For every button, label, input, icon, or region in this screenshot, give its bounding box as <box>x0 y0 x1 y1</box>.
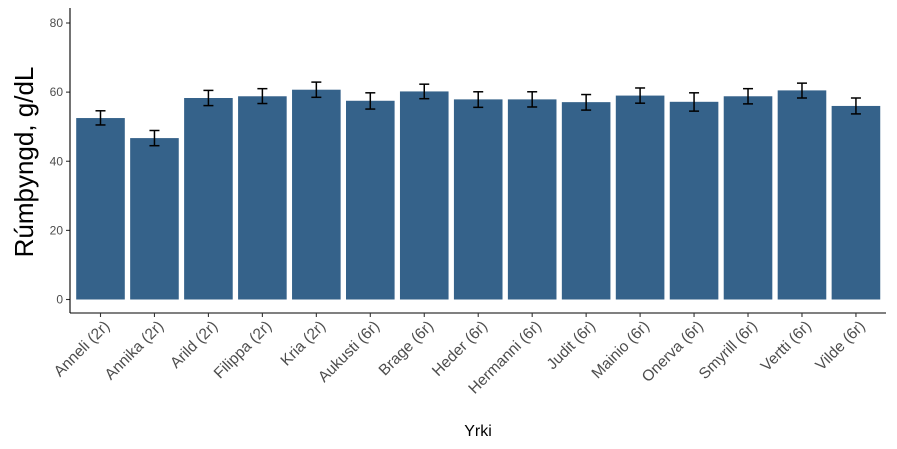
x-tick-label: Vertti (6r) <box>758 318 815 375</box>
bar <box>238 96 287 300</box>
bar <box>292 89 341 300</box>
bar <box>615 95 665 300</box>
error-bar <box>473 91 484 109</box>
x-tick-label: Smyrill (6r) <box>696 318 761 383</box>
y-axis-ticks: 0 20 40 60 80 <box>50 16 70 307</box>
x-tick-label: Filippa (2r) <box>211 318 275 382</box>
error-bar <box>95 110 106 126</box>
bar <box>723 96 773 300</box>
error-bar <box>311 81 322 99</box>
error-bar <box>796 82 807 99</box>
error-bar <box>527 91 538 108</box>
y-tick-label: 80 <box>50 16 64 30</box>
bar <box>453 99 503 300</box>
x-tick-label: Vilde (6r) <box>812 318 868 374</box>
error-bar <box>419 83 430 100</box>
bar <box>76 118 125 300</box>
error-bar <box>257 87 268 105</box>
error-bar <box>850 97 861 115</box>
bar <box>777 90 827 300</box>
x-tick-label: Kria (2r) <box>278 318 330 370</box>
y-axis-title: Rúmþyngd, g/dL <box>9 67 39 258</box>
error-bar <box>581 93 592 111</box>
y-tick-label: 60 <box>50 85 64 99</box>
error-bar <box>743 87 754 105</box>
error-bar <box>689 92 700 112</box>
error-bar <box>203 89 214 107</box>
bar <box>669 101 719 300</box>
bar <box>507 99 557 300</box>
error-bar <box>365 92 376 110</box>
y-tick-label: 20 <box>50 223 64 237</box>
bar <box>130 138 179 300</box>
x-axis-title: Yrki <box>464 423 492 440</box>
y-tick-label: 40 <box>50 154 64 168</box>
x-tick-label: Brage (6r) <box>376 318 437 379</box>
bar <box>831 105 881 300</box>
y-tick-label: 0 <box>56 293 63 307</box>
bar <box>561 102 611 300</box>
bar <box>184 98 233 300</box>
bars <box>76 89 881 300</box>
error-bar <box>149 129 160 147</box>
bar <box>399 91 449 300</box>
error-bars <box>95 81 861 147</box>
x-tick-label: Annika (2r) <box>102 318 168 384</box>
x-tick-label: Judit (6r) <box>544 318 599 373</box>
bar <box>346 100 395 300</box>
x-tick-label: Arild (2r) <box>167 318 221 372</box>
x-axis-ticks: Anneli (2r)Annika (2r) Arild (2r)Filippa … <box>51 313 869 397</box>
error-bar <box>635 87 646 104</box>
